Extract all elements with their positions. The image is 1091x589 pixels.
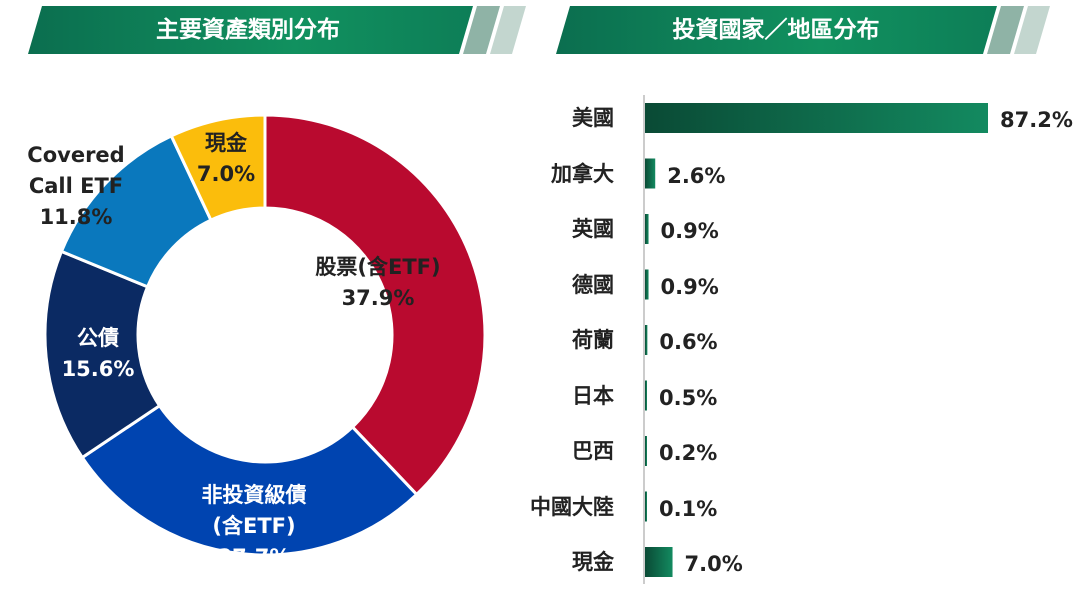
donut-slice-label: 股票(含ETF) 37.9% (315, 252, 440, 314)
slice-category-text: 非投資級債 (201, 483, 307, 507)
slice-category-text: 股票(含ETF) (315, 255, 441, 279)
slice-value-text: 27.7% (217, 545, 291, 569)
slice-value-text: 11.8% (39, 205, 113, 229)
slice-category-text: Covered (27, 143, 125, 167)
bar (645, 214, 649, 244)
bar (645, 158, 656, 189)
bar (645, 103, 988, 133)
bar (645, 491, 647, 522)
donut-slice-label: 公債 15.6% (62, 323, 135, 385)
bar (645, 269, 649, 300)
country-label: 英國 (572, 217, 614, 241)
donut-slice-label: 現金 7.0% (197, 128, 255, 190)
country-banner: 投資國家／地區分布 (556, 6, 1056, 54)
bar-value-label: 87.2% (1000, 108, 1073, 132)
asset-class-banner: 主要資產類別分布 (28, 6, 528, 54)
bar (645, 325, 648, 355)
bar (645, 547, 673, 577)
bar-value-label: 0.6% (659, 330, 718, 354)
slice-category-text: (含ETF) (212, 514, 296, 538)
banner-shape (556, 6, 1050, 54)
donut-slice (169, 113, 267, 223)
slice-value-text: 37.9% (341, 286, 415, 310)
bar-value-label: 7.0% (684, 552, 743, 576)
bar (645, 380, 647, 411)
country-label: 日本 (572, 383, 614, 408)
country-label: 加拿大 (551, 161, 614, 186)
slice-category-text: 公債 (76, 326, 119, 350)
bar-value-label: 0.9% (660, 219, 719, 243)
country-label: 美國 (572, 106, 614, 130)
country-title: 投資國家／地區分布 (672, 17, 880, 43)
bar-value-label: 0.9% (660, 274, 719, 299)
bar-value-label: 2.6% (667, 163, 726, 188)
bar-value-label: 0.2% (659, 441, 718, 465)
bar-value-label: 0.1% (659, 496, 718, 521)
donut-slice (263, 113, 487, 497)
country-label: 巴西 (572, 439, 614, 463)
country-label: 中國大陸 (530, 494, 614, 519)
asset-class-title: 主要資產類別分布 (156, 17, 340, 43)
slice-category-text: 現金 (205, 131, 247, 155)
slice-value-text: 15.6% (61, 357, 135, 381)
banner-shape (28, 6, 526, 54)
country-label: 荷蘭 (572, 328, 614, 352)
bar (645, 436, 647, 466)
donut-slice-label: Covered Call ETF 11.8% (27, 140, 124, 233)
country-label: 現金 (572, 550, 614, 574)
country-label: 德國 (572, 272, 614, 297)
slice-category-text: Call ETF (28, 174, 124, 198)
asset-donut-chart (43, 113, 487, 557)
donut-slice (80, 403, 419, 557)
donut-slice-label: 非投資級債 (含ETF) 27.7% (202, 480, 307, 573)
bar-value-label: 0.5% (659, 385, 718, 410)
slice-value-text: 7.0% (196, 162, 256, 186)
